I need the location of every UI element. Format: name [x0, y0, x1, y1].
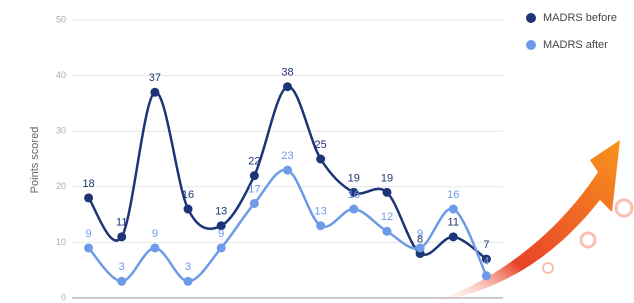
point [250, 171, 259, 180]
point [117, 277, 126, 286]
point [117, 232, 126, 241]
data-label: 37 [149, 72, 161, 84]
point [150, 243, 159, 252]
point [84, 193, 93, 202]
data-label: 9 [417, 228, 423, 240]
data-label: 16 [348, 189, 360, 201]
chart: Points scored 01020304050181137161322382… [0, 0, 634, 303]
y-tick-label: 30 [56, 126, 66, 136]
point [316, 155, 325, 164]
point [250, 199, 259, 208]
data-label: 38 [281, 67, 293, 79]
y-tick-label: 40 [56, 70, 66, 80]
data-label: 19 [381, 172, 393, 184]
point [217, 243, 226, 252]
point [382, 188, 391, 197]
data-label: 18 [82, 178, 94, 190]
data-label: 9 [86, 228, 92, 240]
y-tick-label: 10 [56, 237, 66, 247]
y-axis-label: Points scored [29, 127, 41, 194]
point [283, 82, 292, 91]
point [84, 243, 93, 252]
data-label: 9 [218, 228, 224, 240]
point [449, 205, 458, 214]
legend-swatch [526, 40, 536, 50]
data-label: 22 [248, 156, 260, 168]
y-tick-label: 20 [56, 181, 66, 191]
point [382, 227, 391, 236]
point [184, 205, 193, 214]
data-label: 9 [152, 228, 158, 240]
data-label: 7 [483, 239, 489, 251]
data-label: 3 [119, 261, 125, 273]
data-label: 19 [348, 172, 360, 184]
data-label: 11 [448, 217, 459, 229]
data-label: 11 [116, 217, 127, 229]
legend-label: MADRS before [543, 12, 617, 24]
point [316, 221, 325, 230]
data-label: 16 [447, 189, 459, 201]
point [482, 271, 491, 280]
data-label: 17 [248, 183, 260, 195]
y-tick-label: 50 [56, 14, 66, 24]
legend-label: MADRS after [543, 39, 608, 51]
point [349, 205, 358, 214]
data-label: 25 [315, 139, 327, 151]
data-label: 16 [182, 189, 194, 201]
point [283, 166, 292, 175]
legend-swatch [526, 13, 536, 23]
point [449, 232, 458, 241]
data-label: 4 [483, 256, 489, 268]
point [184, 277, 193, 286]
point [416, 243, 425, 252]
data-label: 3 [185, 261, 191, 273]
data-label: 13 [315, 206, 327, 218]
data-label: 23 [281, 150, 293, 162]
decorative-arrow [430, 140, 632, 303]
point [150, 88, 159, 97]
y-tick-label: 0 [61, 292, 66, 302]
data-label: 13 [215, 206, 227, 218]
data-label: 12 [381, 211, 393, 223]
